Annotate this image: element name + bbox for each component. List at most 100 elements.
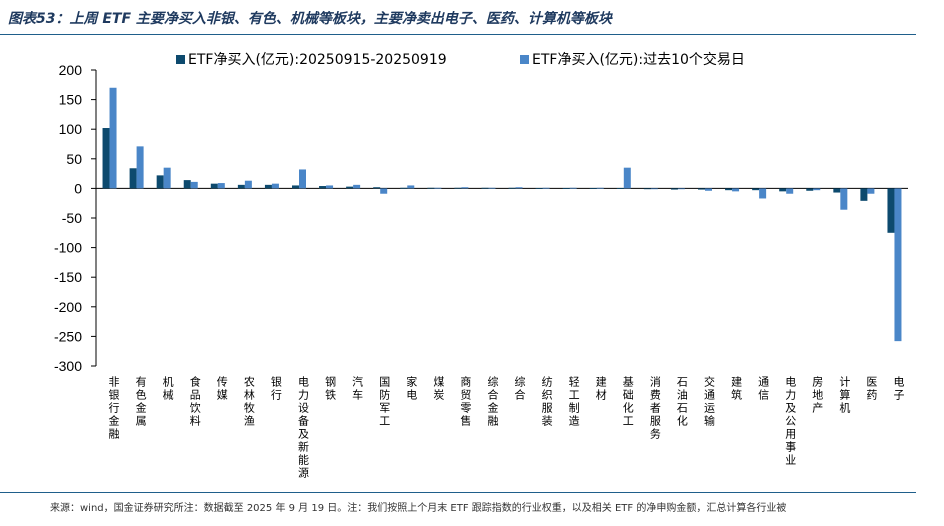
bar-series-2 bbox=[163, 167, 171, 189]
bar-series-2 bbox=[813, 188, 821, 191]
x-category-label: 机械 bbox=[161, 375, 174, 402]
source-note: 来源：wind，国金证券研究所注：数据截至 2025 年 9 月 19 日。注：… bbox=[50, 503, 787, 514]
bar-series-2 bbox=[732, 188, 740, 192]
x-category-label: 房地产 bbox=[811, 376, 824, 415]
x-category-label: 纺织服装 bbox=[540, 375, 553, 428]
y-tick-label: -300 bbox=[54, 358, 82, 374]
bar-series-1 bbox=[752, 188, 760, 191]
bar-series-1 bbox=[264, 184, 272, 189]
x-category-label: 医药 bbox=[865, 376, 878, 402]
bar-series-1 bbox=[210, 183, 218, 189]
bar-series-1 bbox=[400, 187, 408, 189]
x-category-label: 煤炭 bbox=[432, 376, 445, 402]
x-category-label: 综合 bbox=[513, 375, 526, 402]
x-category-label: 建筑 bbox=[730, 375, 743, 402]
y-tick-label: 200 bbox=[59, 62, 83, 78]
x-category-label: 有色金属 bbox=[134, 375, 147, 428]
x-category-label: 商贸零售 bbox=[459, 375, 472, 428]
x-category-label: 食品饮料 bbox=[188, 375, 201, 428]
bar-series-1 bbox=[508, 187, 516, 189]
bar-series-2 bbox=[109, 87, 117, 189]
bar-series-1 bbox=[427, 187, 435, 189]
bar-series-2 bbox=[867, 188, 875, 194]
bar-series-1 bbox=[616, 188, 624, 189]
x-category-label: 电力设备及新能源 bbox=[297, 376, 310, 480]
x-category-label: 非银行金融 bbox=[107, 376, 120, 441]
legend-label-2: ETF净买入(亿元):过去10个交易日 bbox=[532, 51, 745, 68]
bar-series-2 bbox=[190, 181, 198, 189]
x-axis-labels: 非银行金融 有色金属 机械 食品饮料 传媒 农林牧渔 银行 电力设备及新能源 钢铁 汽车 国防军工 家… bbox=[107, 375, 905, 480]
bar-series-1 bbox=[698, 188, 705, 190]
bar-series-1 bbox=[779, 188, 787, 192]
bar-series-2 bbox=[434, 187, 442, 189]
bar-series-2 bbox=[271, 183, 279, 189]
legend: ETF净买入(亿元):20250915-20250919 ETF净买入(亿元):过… bbox=[176, 51, 745, 68]
bar-series-2 bbox=[407, 185, 415, 189]
bar-series-2 bbox=[894, 188, 902, 342]
y-axis: 200 150 100 50 0 -50 -100 -150 -200 -250 -300 bbox=[54, 62, 908, 374]
y-tick-label: 0 bbox=[74, 180, 82, 196]
y-tick-label: 150 bbox=[59, 92, 83, 108]
bar-series-1 bbox=[725, 188, 733, 191]
bar-series-2 bbox=[569, 187, 577, 189]
x-category-label: 通信 bbox=[757, 376, 770, 402]
bar-series-1 bbox=[887, 188, 895, 233]
bar-series-2 bbox=[786, 188, 794, 194]
x-category-label: 钢铁 bbox=[324, 376, 337, 402]
figure-title: 图表53：上周 ETF 主要净买入非银、有色、机械等板块，主要净卖出电子、医药、… bbox=[8, 11, 612, 27]
bar-series-1 bbox=[373, 187, 381, 189]
bar-series-1 bbox=[156, 175, 164, 189]
bar-series-2 bbox=[705, 188, 712, 191]
bar-series-2 bbox=[840, 188, 848, 210]
x-category-label: 传媒 bbox=[215, 376, 228, 402]
x-category-label: 综合金融 bbox=[486, 375, 499, 428]
x-category-label: 银行 bbox=[269, 375, 282, 402]
bar-series-1 bbox=[670, 188, 678, 190]
x-category-label: 建材 bbox=[594, 375, 607, 402]
bar-series-2 bbox=[677, 188, 685, 190]
bar-series-1 bbox=[562, 188, 570, 189]
bar-series-2 bbox=[650, 188, 658, 190]
bar-series-1 bbox=[346, 186, 354, 189]
bar-series-2 bbox=[542, 187, 550, 189]
bar-series-1 bbox=[319, 186, 327, 189]
bar-series-1 bbox=[589, 188, 597, 189]
bar-series-1 bbox=[129, 168, 137, 189]
bar-series-2 bbox=[326, 185, 334, 189]
bar-series-2 bbox=[488, 187, 496, 189]
legend-swatch-1 bbox=[176, 55, 185, 64]
y-tick-label: -100 bbox=[54, 240, 82, 256]
bar-series-2 bbox=[299, 169, 306, 189]
footer-rule bbox=[0, 492, 916, 493]
x-category-label: 消费者服务 bbox=[648, 375, 661, 441]
y-tick-label: 50 bbox=[66, 151, 82, 167]
bar-series-1 bbox=[237, 184, 245, 189]
x-category-label: 轻工制造 bbox=[567, 375, 580, 428]
bar-series-2 bbox=[596, 187, 604, 189]
x-category-label: 石油石化 bbox=[675, 376, 688, 428]
y-tick-label: -150 bbox=[54, 269, 82, 285]
bar-series-2 bbox=[461, 187, 469, 189]
bar-series-2 bbox=[515, 187, 523, 189]
bar-series-2 bbox=[217, 183, 225, 189]
x-category-label: 国防军工 bbox=[378, 376, 391, 428]
title-rule bbox=[0, 34, 916, 35]
bar-series-1 bbox=[643, 188, 651, 190]
x-category-label: 电子 bbox=[892, 376, 905, 402]
bar-series-1 bbox=[833, 188, 841, 193]
x-category-label: 基础化工 bbox=[621, 376, 634, 428]
bar-series-1 bbox=[292, 185, 299, 189]
bar-series-1 bbox=[806, 188, 814, 191]
bar-series-1 bbox=[454, 187, 462, 189]
bar-series-1 bbox=[102, 128, 110, 189]
bar-series-2 bbox=[353, 184, 361, 189]
bar-series-2 bbox=[136, 146, 144, 189]
bar-chart: ETF净买入(亿元):20250915-20250919 ETF净买入(亿元):过… bbox=[54, 51, 908, 480]
x-category-label: 汽车 bbox=[351, 375, 364, 402]
x-category-label: 家电 bbox=[405, 375, 418, 402]
y-tick-label: -200 bbox=[54, 299, 82, 315]
bar-series-2 bbox=[244, 180, 252, 189]
x-category-label: 交通运输 bbox=[703, 375, 716, 428]
bar-series-1 bbox=[860, 188, 868, 201]
bar-series-1 bbox=[183, 180, 191, 189]
